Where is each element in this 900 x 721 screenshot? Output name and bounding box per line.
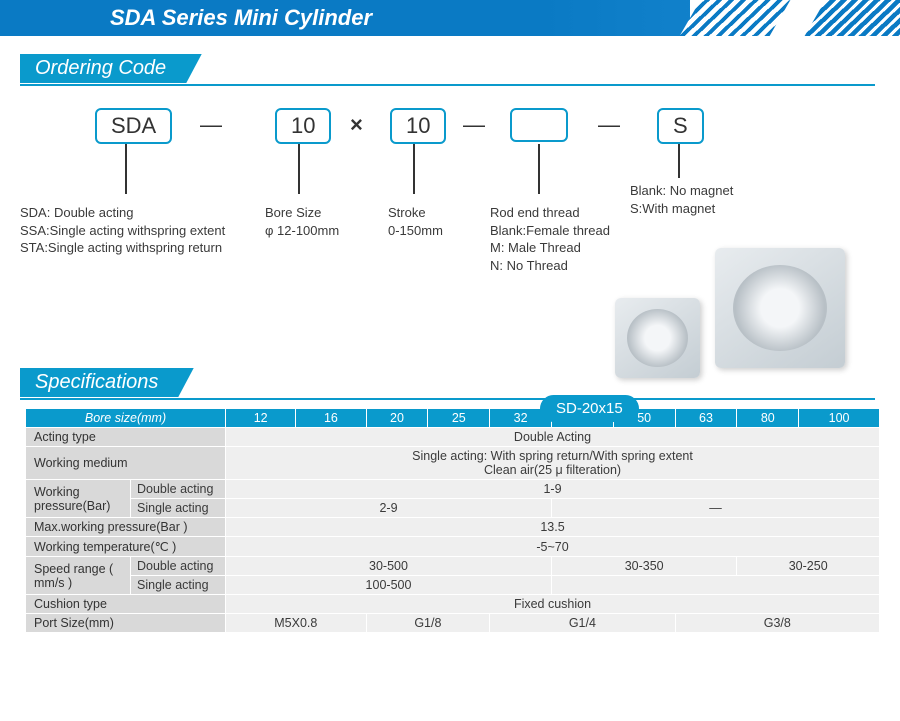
code-box-magnet: S [657,108,704,144]
bore-col: 100 [799,409,880,428]
table-row: Working pressure(Bar)Double acting1-9 [26,480,880,499]
bore-col: 25 [428,409,490,428]
row-value [551,576,879,595]
bore-col: 80 [737,409,799,428]
leader-3 [413,144,415,194]
desc-stroke-sub: 0-150mm [388,223,443,238]
row-value: 30-250 [737,557,880,576]
table-row: Working temperature(℃ )-5~70 [26,537,880,557]
spec-table-body: Acting typeDouble ActingWorking mediumSi… [26,428,880,633]
row-label: Working pressure(Bar) [26,480,131,518]
row-label: Working medium [26,447,226,480]
section-underline [20,84,875,86]
code-box-bore: 10 [275,108,331,144]
ordering-diagram: SDA — 10 × 10 — — S SDA: Double acting S… [30,108,875,328]
row-value: G1/8 [366,614,490,633]
desc-stroke-title: Stroke [388,205,426,220]
table-row: Speed range ( mm/s )Double acting30-5003… [26,557,880,576]
row-value: Fixed cushion [226,595,880,614]
section-header-ordering-label: Ordering Code [20,54,204,83]
row-value: M5X0.8 [226,614,367,633]
title-hatch-decoration [690,0,900,36]
desc-series: SDA: Double acting SSA:Single acting wit… [20,204,225,257]
code-sep-2: × [350,112,363,138]
bore-col: 63 [675,409,737,428]
row-value: 30-500 [226,557,552,576]
code-sep-3: — [463,112,485,138]
leader-4 [538,144,540,194]
row-sublabel: Single acting [131,499,226,518]
code-box-series: SDA [95,108,172,144]
row-sublabel: Double acting [131,480,226,499]
code-box-stroke: 10 [390,108,446,144]
product-badge: SD-20x15 [540,395,639,422]
desc-thread: Rod end thread Blank:Female thread M: Ma… [490,204,610,274]
row-sublabel: Double acting [131,557,226,576]
row-value: -5~70 [226,537,880,557]
row-value: 30-350 [551,557,736,576]
spec-header-row: Bore size(mm) 12 16 20 25 32 40 50 63 80… [26,409,880,428]
spec-table: Bore size(mm) 12 16 20 25 32 40 50 63 80… [25,408,880,633]
product-image-small [615,298,700,378]
row-value: G3/8 [675,614,879,633]
desc-bore-title: Bore Size [265,205,321,220]
section-header-ordering: Ordering Code [20,54,900,84]
table-row: Port Size(mm)M5X0.8G1/8G1/4G3/8 [26,614,880,633]
page-title-bar: SDA Series Mini Cylinder [0,0,900,36]
desc-magnet: Blank: No magnet S:With magnet [630,182,733,217]
section-header-specs-label: Specifications [20,368,196,397]
table-row: Max.working pressure(Bar )13.5 [26,518,880,537]
desc-stroke: Stroke 0-150mm [388,204,443,239]
row-label: Max.working pressure(Bar ) [26,518,226,537]
section-underline-specs [20,398,875,400]
row-label: Speed range ( mm/s ) [26,557,131,595]
code-sep-4: — [598,112,620,138]
table-row: Acting typeDouble Acting [26,428,880,447]
code-sep-1: — [200,112,222,138]
row-label: Acting type [26,428,226,447]
code-box-thread [510,108,568,142]
row-value: Single acting: With spring return/With s… [226,447,880,480]
leader-5 [678,144,680,178]
row-value: 13.5 [226,518,880,537]
bore-col: 20 [366,409,428,428]
desc-bore-sub: φ 12-100mm [265,223,339,238]
leader-1 [125,144,127,194]
row-value: 1-9 [226,480,880,499]
product-image-large [715,248,845,368]
row-value: Double Acting [226,428,880,447]
row-value: — [551,499,879,518]
row-sublabel: Single acting [131,576,226,595]
bore-col: 12 [226,409,296,428]
table-row: Cushion typeFixed cushion [26,595,880,614]
leader-2 [298,144,300,194]
row-value: 2-9 [226,499,552,518]
page-title: SDA Series Mini Cylinder [110,5,372,30]
bore-col: 16 [296,409,366,428]
row-label: Cushion type [26,595,226,614]
table-row: Single acting100-500 [26,576,880,595]
row-value: G1/4 [490,614,675,633]
table-row: Single acting2-9— [26,499,880,518]
row-label: Port Size(mm) [26,614,226,633]
row-value: 100-500 [226,576,552,595]
row-label: Working temperature(℃ ) [26,537,226,557]
spec-header-label: Bore size(mm) [26,409,226,428]
table-row: Working mediumSingle acting: With spring… [26,447,880,480]
section-header-specs: Specifications [20,368,900,398]
desc-bore: Bore Size φ 12-100mm [265,204,339,239]
